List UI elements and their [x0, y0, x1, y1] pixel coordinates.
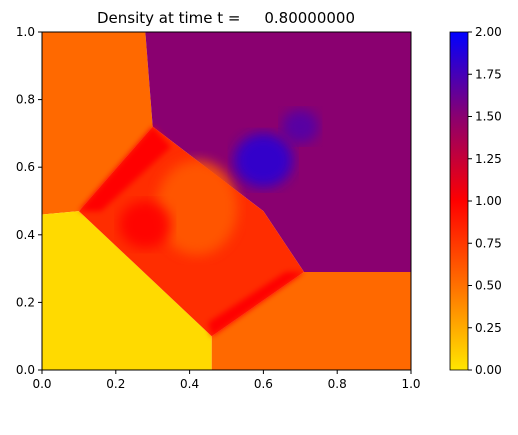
x-tick-label: 0.2 [106, 377, 125, 391]
x-tick-label: 0.6 [254, 377, 273, 391]
colorbar-tick-label: 1.75 [475, 67, 502, 81]
colorbar-tick-label: 0.25 [475, 321, 502, 335]
heatmap-plot-area [42, 32, 411, 370]
region-shear-band-bottom [208, 271, 304, 337]
x-tick-label: 0.4 [180, 377, 199, 391]
y-tick-label: 0.0 [16, 363, 35, 377]
x-tick-label: 1.0 [401, 377, 420, 391]
colorbar-tick-label: 2.00 [475, 25, 502, 39]
colorbar-tick-label: 0.50 [475, 279, 502, 293]
colorbar [449, 31, 469, 371]
x-tick-label: 0.8 [328, 377, 347, 391]
y-tick-label: 0.6 [16, 160, 35, 174]
y-axis: 0.0 0.2 0.4 0.6 0.8 1.0 [16, 25, 42, 377]
region-lower-right [211, 271, 411, 370]
colorbar-tick-label: 0.75 [475, 236, 502, 250]
feature-roll-up [119, 201, 172, 249]
colorbar-tick-label: 1.50 [475, 110, 502, 124]
y-tick-label: 0.4 [16, 228, 35, 242]
chart-title: Density at time t = 0.80000000 [97, 9, 355, 27]
colorbar-tick-label: 1.25 [475, 152, 502, 166]
feature-high-density-jet [281, 109, 319, 144]
region-shear-band-left [78, 126, 172, 212]
region-upper-left [42, 32, 153, 215]
feature-vortex-core [156, 160, 238, 256]
feature-high-density-blob [233, 133, 293, 188]
y-tick-label: 1.0 [16, 25, 35, 39]
y-tick-label: 0.2 [16, 295, 35, 309]
y-tick-label: 0.8 [16, 93, 35, 107]
x-tick-label: 0.0 [32, 377, 51, 391]
region-lower-left [42, 211, 212, 370]
plot-frame [41, 31, 412, 371]
colorbar-tick-label: 1.00 [475, 194, 502, 208]
colorbar-tick-label: 0.00 [475, 363, 502, 377]
x-axis: 0.0 0.2 0.4 0.6 0.8 1.0 [32, 370, 421, 391]
colorbar-axis: 0.00 0.25 0.50 0.75 1.00 1.25 1.50 1.75 2.00 [468, 25, 502, 377]
